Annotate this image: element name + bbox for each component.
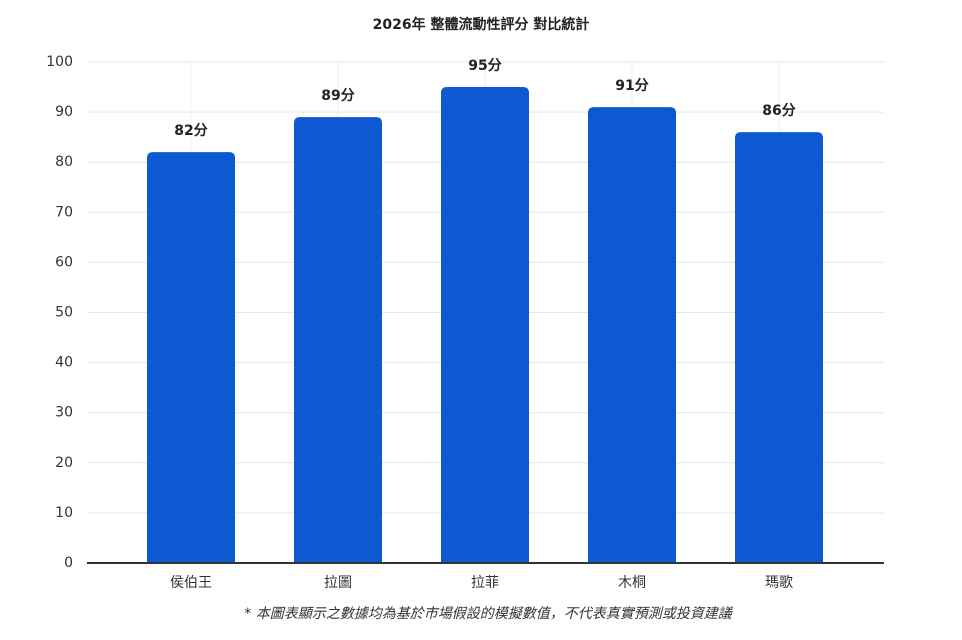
x-tick-label: 木桐 (618, 575, 646, 591)
x-tick-label: 拉圖 (324, 575, 352, 591)
value-label: 86分 (762, 103, 795, 119)
bar (294, 117, 382, 564)
y-tick-label: 10 (55, 505, 73, 521)
value-label: 95分 (468, 58, 501, 74)
value-label: 89分 (321, 88, 354, 104)
footnote: * 本圖表顯示之數據均為基於市場假設的模擬數值，不代表真實預測或投資建議 (244, 606, 733, 622)
x-tick-label: 侯伯王 (170, 575, 212, 591)
y-tick-label: 80 (55, 154, 73, 170)
x-tick-label: 拉菲 (471, 575, 499, 591)
y-tick-label: 90 (55, 104, 73, 120)
y-tick-label: 0 (64, 555, 73, 571)
value-label: 82分 (174, 123, 207, 139)
value-label: 91分 (615, 78, 648, 94)
y-tick-label: 100 (46, 54, 73, 70)
x-tick-label: 瑪歌 (765, 575, 793, 591)
y-tick-label: 40 (55, 355, 73, 371)
bar (147, 152, 235, 563)
y-tick-label: 70 (55, 204, 73, 220)
bar (441, 87, 529, 564)
y-tick-label: 50 (55, 305, 73, 321)
y-tick-label: 60 (55, 254, 73, 270)
bar (735, 132, 823, 563)
y-tick-label: 30 (55, 405, 73, 421)
bar (588, 107, 676, 563)
chart-title: 2026年 整體流動性評分 對比統計 (373, 16, 590, 33)
y-tick-label: 20 (55, 455, 73, 471)
